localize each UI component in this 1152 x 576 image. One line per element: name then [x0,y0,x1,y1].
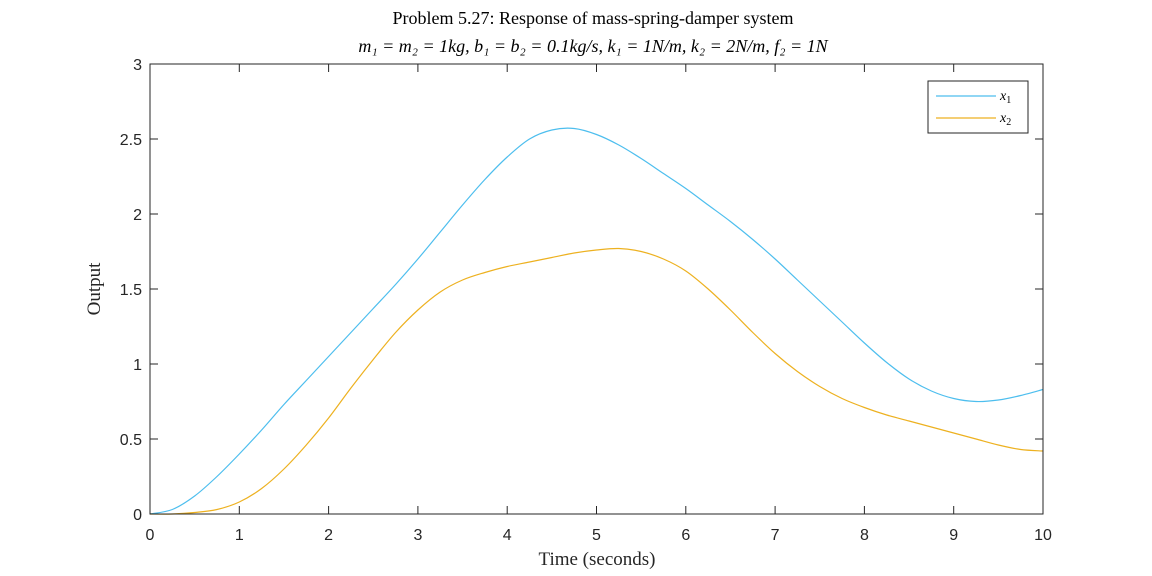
x-tick-label: 9 [949,527,958,544]
y-tick-label: 0.5 [120,432,142,449]
x-axis: 0 1 2 3 4 5 6 7 8 9 10 [146,64,1052,544]
plot-area [150,64,1043,514]
series-layer [149,127,1044,515]
x-tick-label: 2 [324,527,333,544]
y-tick-label: 1 [133,357,142,374]
x-tick-label: 3 [413,527,422,544]
legend-entry: x1 [999,89,1011,106]
y-axis: 0 0.5 1 1.5 2 2.5 3 [120,57,1043,524]
x-tick-label: 4 [503,527,512,544]
y-tick-label: 3 [133,57,142,74]
x-axis-label: Time (seconds) [539,549,656,570]
chart-title: Problem 5.27: Response of mass-spring-da… [393,8,794,28]
series-line-x2 [149,247,1044,515]
legend-entry: x2 [999,111,1011,128]
x-tick-label: 8 [860,527,869,544]
y-tick-label: 0 [133,507,142,524]
x-tick-label: 0 [146,527,155,544]
x-tick-label: 7 [771,527,780,544]
legend-box [927,80,1029,134]
y-tick-label: 2 [133,207,142,224]
chart-subtitle: m₁ = m₂ = 1kg, b₁ = b₂ = 0.1kg/s, k₁ = 1… [358,36,828,56]
x-tick-label: 1 [235,527,244,544]
y-tick-label: 2.5 [120,132,142,149]
series-line-x1 [149,127,1044,515]
y-axis-label: Output [84,262,105,316]
y-tick-label: 1.5 [120,282,142,299]
x-tick-label: 6 [681,527,690,544]
x-tick-label: 5 [592,527,601,544]
x-tick-label: 10 [1034,527,1052,544]
